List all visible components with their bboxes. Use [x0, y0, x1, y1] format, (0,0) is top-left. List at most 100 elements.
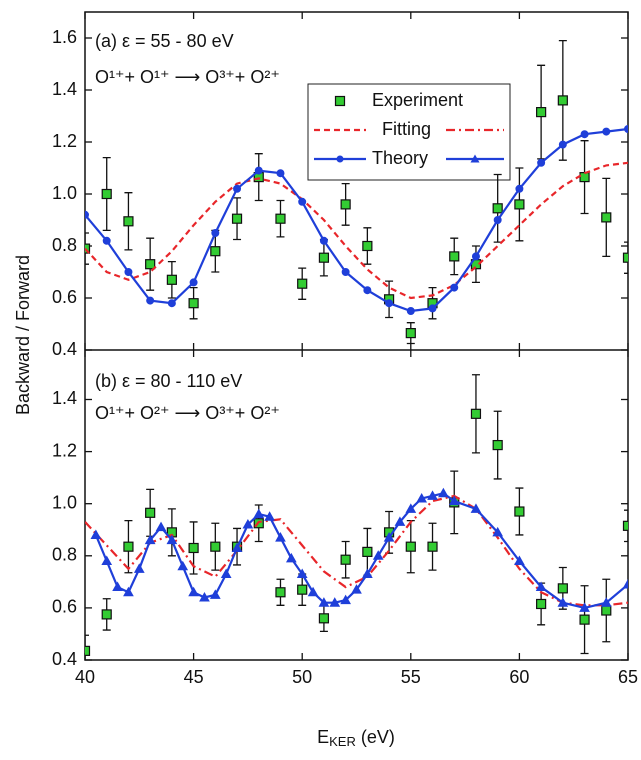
- data-point: [85, 243, 91, 254]
- data-point: [199, 591, 210, 602]
- data-point: [406, 307, 415, 315]
- data-point: [210, 246, 221, 257]
- data-point: [146, 296, 155, 305]
- data-point: [362, 546, 373, 557]
- y-tick-label: 0.6: [52, 597, 77, 617]
- panel-label: (a) ε = 55 - 80 eV: [95, 31, 234, 51]
- data-point: [622, 520, 628, 531]
- plot-frame: [84, 11, 629, 661]
- data-point: [275, 587, 286, 598]
- x-tick-label: 55: [401, 667, 421, 687]
- data-point: [580, 130, 589, 139]
- data-point: [448, 495, 460, 506]
- plot-area: [85, 374, 628, 660]
- data-point: [166, 534, 178, 545]
- data-point: [601, 212, 612, 223]
- data-point: [492, 203, 503, 214]
- data-point: [514, 506, 525, 517]
- y-tick-label: 0.4: [52, 339, 77, 359]
- data-point: [428, 304, 437, 313]
- data-point: [449, 251, 460, 262]
- data-point: [536, 598, 547, 610]
- data-point: [470, 408, 482, 419]
- series-line: [85, 161, 628, 300]
- y-tick-label: 0.6: [52, 287, 77, 307]
- data-point: [579, 602, 590, 612]
- x-tick-label: 40: [75, 667, 95, 687]
- data-point: [177, 560, 189, 571]
- data-point: [133, 563, 145, 573]
- data-point: [340, 594, 351, 605]
- data-point: [557, 597, 569, 607]
- data-point: [276, 169, 285, 178]
- y-tick-label: 1.2: [52, 440, 77, 460]
- data-point: [123, 586, 134, 597]
- y-axis-label: Backward / Forward: [13, 255, 33, 415]
- data-point: [362, 240, 373, 252]
- data-point: [285, 552, 297, 563]
- y-tick-label: 1.0: [52, 492, 77, 512]
- legend-label: Theory: [372, 148, 428, 168]
- data-point: [155, 521, 167, 532]
- data-point: [209, 589, 221, 599]
- data-point: [394, 516, 406, 526]
- data-point: [515, 184, 524, 193]
- data-point: [600, 597, 612, 607]
- data-point: [101, 609, 112, 620]
- data-point: [558, 140, 567, 149]
- panel-label: (b) ε = 80 - 110 eV: [95, 371, 242, 391]
- data-point: [318, 613, 330, 624]
- data-point: [298, 197, 307, 206]
- data-point: [438, 487, 449, 498]
- data-point: [253, 508, 265, 519]
- x-tick-label: 50: [292, 667, 312, 687]
- data-point: [492, 526, 504, 537]
- data-point: [188, 586, 199, 597]
- data-point: [167, 299, 176, 308]
- data-point: [557, 583, 568, 594]
- data-point: [319, 236, 328, 245]
- data-point: [275, 213, 286, 224]
- data-point: [535, 581, 547, 592]
- data-point: [189, 278, 198, 287]
- data-point: [220, 568, 232, 579]
- data-point: [123, 541, 134, 552]
- data-point: [341, 268, 350, 276]
- plot-area: [85, 39, 628, 345]
- data-point: [622, 252, 628, 263]
- data-point: [102, 236, 111, 245]
- data-point: [383, 532, 395, 542]
- data-point: [264, 511, 275, 521]
- y-tick-label: 0.4: [52, 649, 77, 669]
- data-point: [536, 106, 547, 118]
- data-point: [405, 503, 417, 513]
- series-line: [85, 127, 628, 313]
- y-tick-label: 1.0: [52, 183, 77, 203]
- error-bar: [85, 232, 89, 265]
- data-point: [233, 184, 242, 193]
- error-bar: [624, 509, 628, 543]
- data-point: [416, 492, 428, 503]
- data-point: [579, 614, 590, 625]
- y-tick-label: 1.4: [52, 79, 77, 99]
- y-tick-label: 0.8: [52, 235, 77, 255]
- x-label-main: E: [317, 727, 329, 747]
- data-point: [297, 584, 308, 595]
- data-point: [514, 555, 525, 566]
- data-point: [210, 541, 221, 552]
- data-point: [329, 597, 341, 607]
- data-point: [296, 568, 308, 579]
- legend-entries: Experiment Fitting Theory: [314, 90, 504, 168]
- data-point: [351, 584, 362, 594]
- data-point: [145, 507, 156, 518]
- data-point: [188, 298, 199, 309]
- data-point: [602, 127, 611, 136]
- data-point: [363, 286, 372, 295]
- x-tick-label: 60: [509, 667, 529, 687]
- data-point: [427, 541, 438, 552]
- legend-label: Experiment: [372, 90, 463, 110]
- data-point: [450, 283, 459, 292]
- data-point: [624, 125, 628, 133]
